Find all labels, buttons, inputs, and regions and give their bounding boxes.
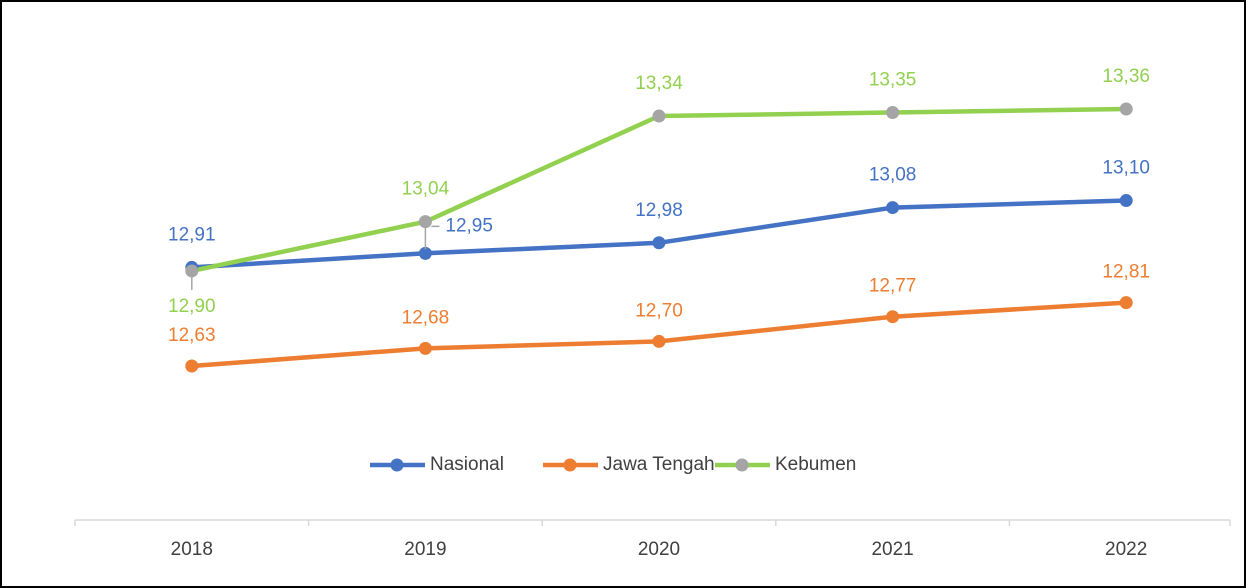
data-label: 12,95 [445, 215, 493, 236]
legend-label: Nasional [430, 454, 504, 475]
data-point [418, 341, 432, 355]
data-label: 12,98 [635, 200, 683, 221]
data-point [185, 359, 199, 373]
legend-marker [390, 458, 404, 472]
data-label: 12,81 [1102, 262, 1150, 283]
data-point [1119, 194, 1133, 208]
x-tick-label: 2021 [871, 539, 913, 560]
data-label: 12,77 [869, 276, 917, 297]
legend-label: Kebumen [775, 454, 856, 475]
data-label: 12,90 [168, 296, 216, 317]
data-label: 12,68 [402, 307, 450, 328]
legend-marker [735, 458, 749, 472]
x-tick-label: 2022 [1105, 539, 1147, 560]
data-label: 13,10 [1102, 158, 1150, 179]
data-point [418, 215, 432, 229]
data-label: 13,04 [402, 179, 450, 200]
x-tick-label: 2019 [404, 539, 446, 560]
data-point [652, 109, 666, 123]
x-tick-label: 2018 [171, 539, 213, 560]
data-point [1119, 296, 1133, 310]
data-point [652, 334, 666, 348]
x-tick-label: 2020 [638, 539, 680, 560]
data-label: 13,34 [635, 73, 683, 94]
data-point [886, 106, 900, 120]
data-point [886, 310, 900, 324]
data-point [418, 246, 432, 260]
legend-label: Jawa Tengah [603, 454, 715, 475]
data-label: 13,08 [869, 165, 917, 186]
data-label: 12,70 [635, 300, 683, 321]
data-label: 13,35 [869, 70, 917, 91]
data-label: 12,91 [168, 224, 216, 245]
data-label: 13,36 [1102, 66, 1150, 87]
data-label: 12,63 [168, 325, 216, 346]
data-point [652, 236, 666, 250]
data-point [1119, 102, 1133, 116]
data-point [185, 264, 199, 278]
legend-marker [563, 458, 577, 472]
data-point [886, 201, 900, 215]
